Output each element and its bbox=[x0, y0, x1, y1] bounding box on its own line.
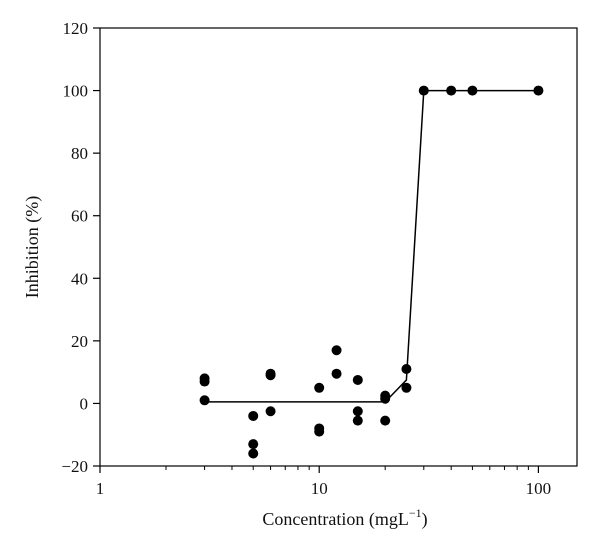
x-axis-title-main: Concentration (mgL bbox=[262, 509, 408, 530]
y-tick-label: 20 bbox=[71, 332, 88, 351]
data-point bbox=[248, 439, 259, 450]
x-axis-title-close: ) bbox=[422, 509, 428, 530]
data-point bbox=[331, 368, 342, 379]
data-point bbox=[446, 85, 457, 96]
y-tick-label: 120 bbox=[63, 19, 89, 38]
x-tick-label: 1 bbox=[96, 479, 105, 498]
fit-line bbox=[204, 89, 539, 403]
y-tick-label: 80 bbox=[71, 144, 88, 163]
data-points bbox=[199, 85, 544, 459]
x-tick-label: 100 bbox=[526, 479, 552, 498]
data-point bbox=[352, 415, 363, 426]
y-tick-label: 0 bbox=[80, 394, 89, 413]
fit-line-group bbox=[204, 89, 539, 403]
data-point bbox=[331, 345, 342, 356]
x-axis: 1 10 100 bbox=[96, 466, 551, 498]
data-point bbox=[418, 85, 429, 96]
data-point bbox=[352, 406, 363, 417]
data-point bbox=[314, 382, 325, 393]
data-point bbox=[265, 370, 276, 381]
x-tick-label: 10 bbox=[311, 479, 328, 498]
y-tick-label: 100 bbox=[63, 82, 89, 101]
y-tick-label: 60 bbox=[71, 207, 88, 226]
data-point bbox=[401, 382, 412, 393]
data-point bbox=[199, 395, 210, 406]
y-axis: −20 0 20 40 60 80 100 120 bbox=[61, 19, 100, 476]
data-point bbox=[314, 426, 325, 437]
y-axis-title: Inhibition (%) bbox=[22, 196, 43, 298]
data-point bbox=[380, 393, 391, 404]
y-tick-label: 40 bbox=[71, 269, 88, 288]
data-point bbox=[248, 410, 259, 421]
data-point bbox=[467, 85, 478, 96]
data-point bbox=[401, 364, 412, 375]
x-axis-title-superscript: −1 bbox=[409, 506, 422, 520]
data-point bbox=[533, 85, 544, 96]
y-tick-label: −20 bbox=[61, 457, 88, 476]
plot-frame bbox=[99, 27, 578, 467]
data-point bbox=[248, 448, 259, 459]
data-point bbox=[352, 374, 363, 385]
data-point bbox=[380, 415, 391, 426]
x-axis-title: Concentration (mgL−1) bbox=[262, 506, 427, 530]
data-point bbox=[199, 376, 210, 387]
data-point bbox=[265, 406, 276, 417]
